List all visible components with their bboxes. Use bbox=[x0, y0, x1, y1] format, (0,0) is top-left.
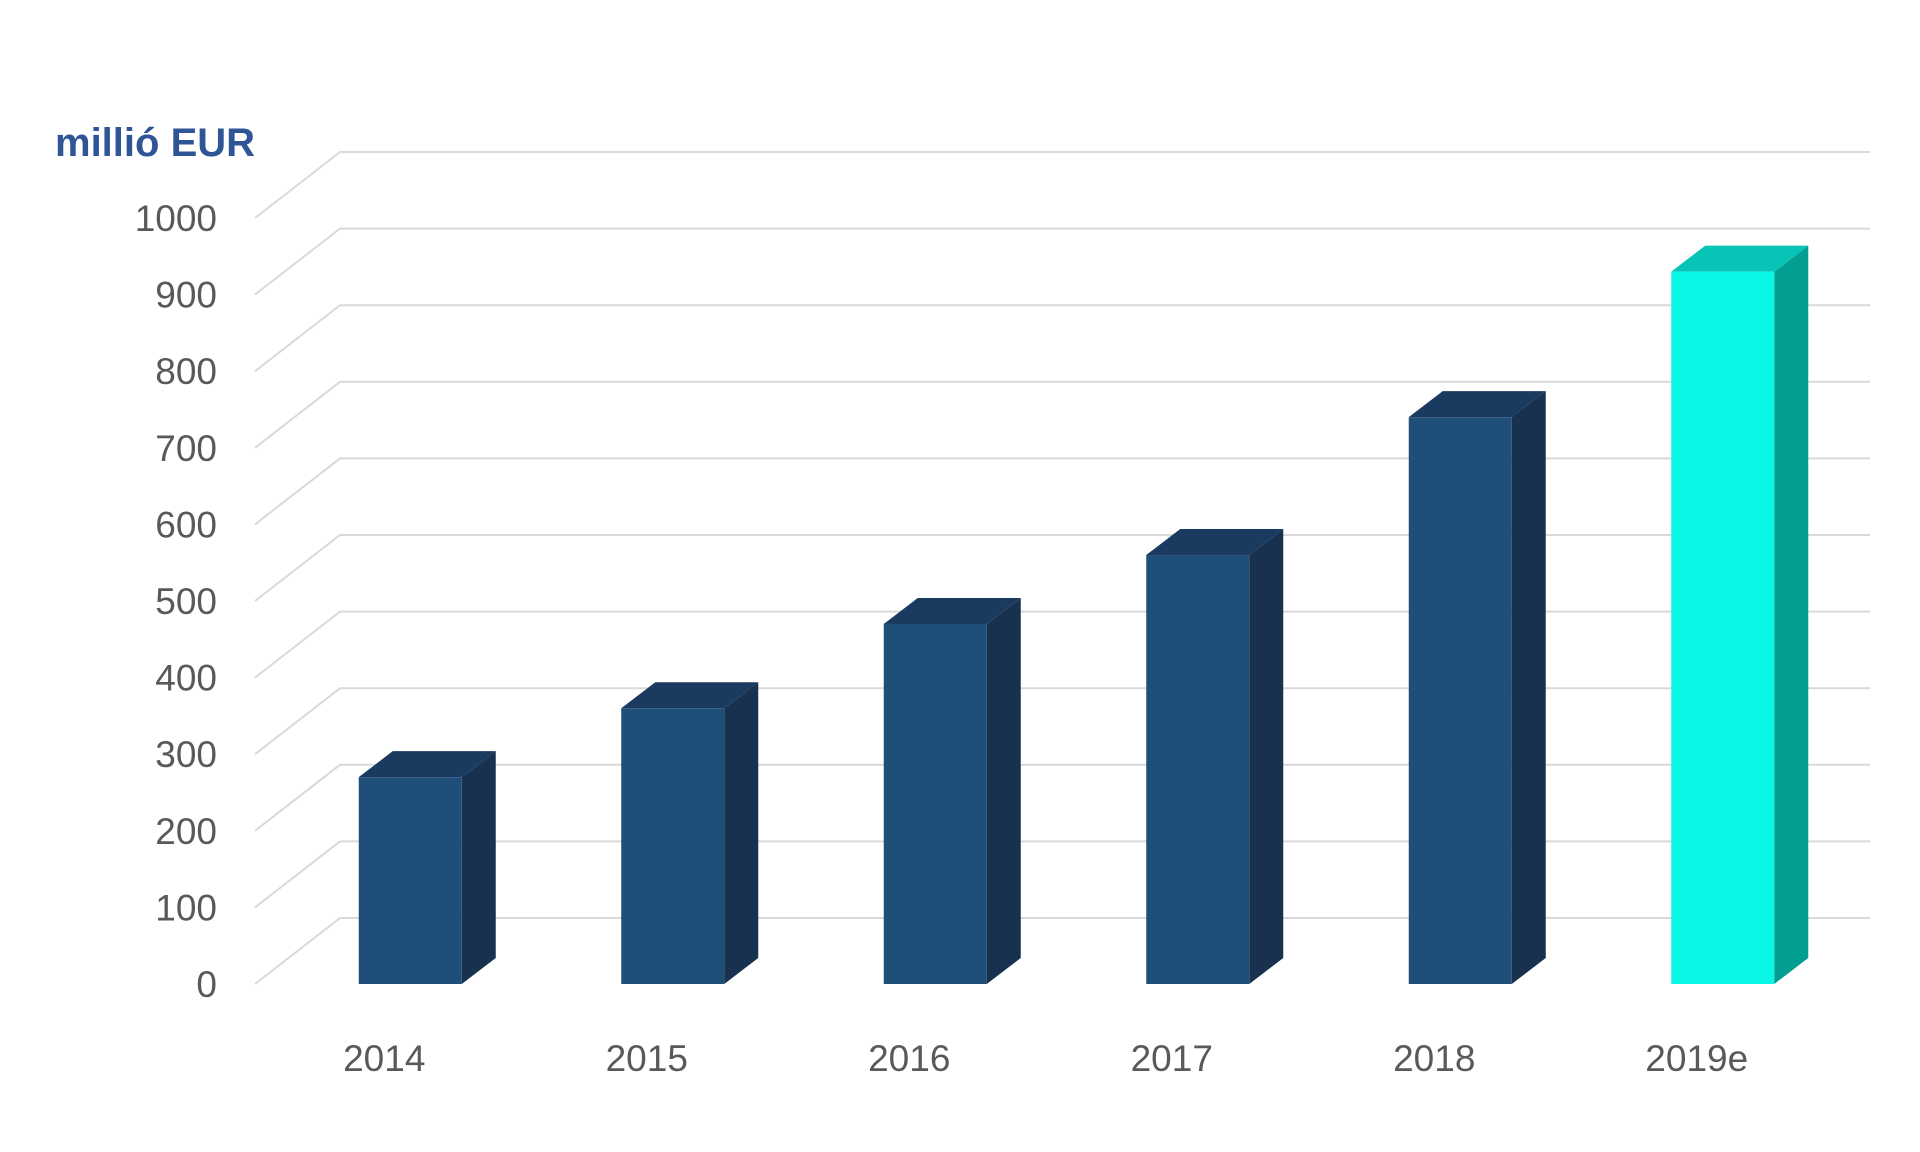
bar-front bbox=[1408, 417, 1512, 984]
gridlines bbox=[254, 151, 1870, 985]
x-axis-ticks: 2014 2015 2016 2017 2018 2019e bbox=[343, 1038, 1748, 1079]
y-tick-label: 800 bbox=[155, 351, 217, 392]
y-tick-label: 0 bbox=[196, 964, 217, 1005]
x-tick-label: 2014 bbox=[343, 1038, 425, 1079]
gridline bbox=[254, 840, 1870, 909]
x-tick-label: 2019e bbox=[1645, 1038, 1748, 1079]
y-tick-label: 200 bbox=[155, 811, 217, 852]
bar-top bbox=[883, 597, 1021, 624]
y-tick-label: 500 bbox=[155, 581, 217, 622]
y-tick-label: 300 bbox=[155, 734, 217, 775]
bar-top bbox=[1408, 391, 1546, 418]
unit-label: millió EUR bbox=[55, 121, 255, 165]
bar-2019e bbox=[1671, 245, 1809, 984]
bar-side bbox=[724, 682, 759, 984]
bars bbox=[358, 245, 1809, 984]
bar-front bbox=[1146, 555, 1250, 984]
y-tick-label: 700 bbox=[155, 428, 217, 469]
bar-front bbox=[358, 777, 462, 984]
y-tick-label: 1000 bbox=[135, 198, 217, 239]
y-tick-label: 900 bbox=[155, 275, 217, 316]
bar-side bbox=[1774, 245, 1809, 984]
bar-side bbox=[1249, 529, 1284, 984]
bar-top bbox=[621, 682, 759, 709]
bar-side bbox=[986, 597, 1021, 984]
bar-top bbox=[358, 751, 496, 778]
bar-2018 bbox=[1408, 391, 1546, 984]
gridline bbox=[254, 687, 1870, 755]
x-tick-label: 2016 bbox=[868, 1038, 950, 1079]
bar-2014 bbox=[358, 751, 496, 984]
y-tick-label: 600 bbox=[155, 504, 217, 545]
gridline bbox=[254, 534, 1870, 602]
gridline bbox=[254, 304, 1870, 372]
bar-2017 bbox=[1146, 529, 1284, 984]
x-tick-label: 2017 bbox=[1131, 1038, 1213, 1079]
gridline bbox=[254, 917, 1870, 985]
bar-2016 bbox=[883, 597, 1021, 984]
y-axis-ticks: 0 100 200 300 400 500 600 700 800 900 1000 bbox=[135, 198, 217, 1005]
x-tick-label: 2015 bbox=[606, 1038, 688, 1079]
bar-side bbox=[461, 751, 496, 984]
bar-side bbox=[1511, 391, 1546, 984]
bar-front bbox=[621, 708, 725, 984]
bar-2015 bbox=[621, 682, 759, 984]
gridline bbox=[254, 763, 1870, 832]
gridline bbox=[254, 380, 1870, 449]
gridline bbox=[254, 227, 1870, 296]
x-tick-label: 2018 bbox=[1393, 1038, 1475, 1079]
bar-top bbox=[1146, 529, 1284, 556]
gridline bbox=[254, 610, 1870, 679]
gridline bbox=[254, 457, 1870, 526]
y-tick-label: 400 bbox=[155, 658, 217, 699]
bar-top bbox=[1671, 245, 1809, 272]
gridline bbox=[254, 151, 1870, 219]
bar-front bbox=[883, 623, 987, 984]
y-tick-label: 100 bbox=[155, 887, 217, 928]
bar-front bbox=[1671, 271, 1775, 984]
